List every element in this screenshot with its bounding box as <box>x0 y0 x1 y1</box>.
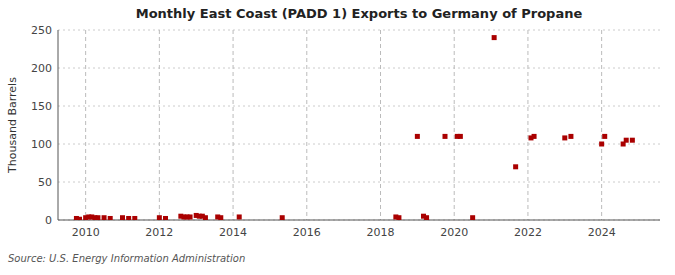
point <box>280 215 285 220</box>
x-tick-label: 2020 <box>440 226 468 239</box>
point <box>443 134 448 139</box>
point <box>237 214 242 219</box>
point <box>492 35 497 40</box>
point <box>126 216 131 220</box>
y-grid-line <box>58 182 660 183</box>
point <box>458 134 463 139</box>
y-tick-label: 150 <box>31 100 52 113</box>
x-tick-label: 2022 <box>514 226 542 239</box>
chart: Monthly East Coast (PADD 1) Exports to G… <box>0 0 675 275</box>
y-axis-label: Thousand Barrels <box>6 77 19 174</box>
point <box>602 134 607 139</box>
x-tick-label: 2012 <box>145 226 173 239</box>
title: Monthly East Coast (PADD 1) Exports to G… <box>136 6 583 21</box>
x-tick-label: 2024 <box>588 226 616 239</box>
point <box>163 216 168 220</box>
point <box>562 135 567 140</box>
annotation: Source: U.S. Energy Information Administ… <box>8 253 245 264</box>
y-grid-line <box>58 144 660 145</box>
point <box>132 216 137 220</box>
point <box>102 215 107 220</box>
x-tick-label: 2010 <box>72 226 100 239</box>
point <box>624 138 629 143</box>
point <box>424 215 429 220</box>
y-grid-line <box>58 220 660 221</box>
point <box>95 215 100 220</box>
x-grid-line <box>306 30 307 220</box>
point <box>218 215 223 220</box>
point <box>470 215 475 220</box>
y-tick-label: 0 <box>45 214 52 227</box>
y-grid-line <box>58 30 660 31</box>
y-tick-label: 100 <box>31 138 52 151</box>
point <box>108 216 113 220</box>
point <box>396 215 401 220</box>
y-grid-line <box>58 106 660 107</box>
y-tick-label: 250 <box>31 24 52 37</box>
point <box>120 215 125 220</box>
y-tick-label: 200 <box>31 62 52 75</box>
points <box>74 35 635 220</box>
point <box>599 142 604 147</box>
x-grid-line <box>233 30 234 220</box>
x-tick-label: 2018 <box>367 226 395 239</box>
y-tick-label: 50 <box>38 176 52 189</box>
x-grid-line <box>454 30 455 220</box>
point <box>415 134 420 139</box>
x-grid-line <box>380 30 381 220</box>
x-axis-line <box>58 220 660 221</box>
point <box>568 134 573 139</box>
x-grid-line <box>85 30 86 220</box>
point <box>630 138 635 143</box>
x-tick-label: 2014 <box>219 226 247 239</box>
x-tick-label: 2016 <box>293 226 321 239</box>
x-grid-line <box>159 30 160 220</box>
point <box>77 217 82 220</box>
y-grid-line <box>58 68 660 69</box>
point <box>532 134 537 139</box>
x-grid-line <box>527 30 528 220</box>
x-grid-line <box>601 30 602 220</box>
point <box>157 215 162 220</box>
y-axis-line <box>58 30 59 220</box>
point <box>513 164 518 169</box>
point <box>203 215 208 220</box>
point <box>188 214 193 219</box>
